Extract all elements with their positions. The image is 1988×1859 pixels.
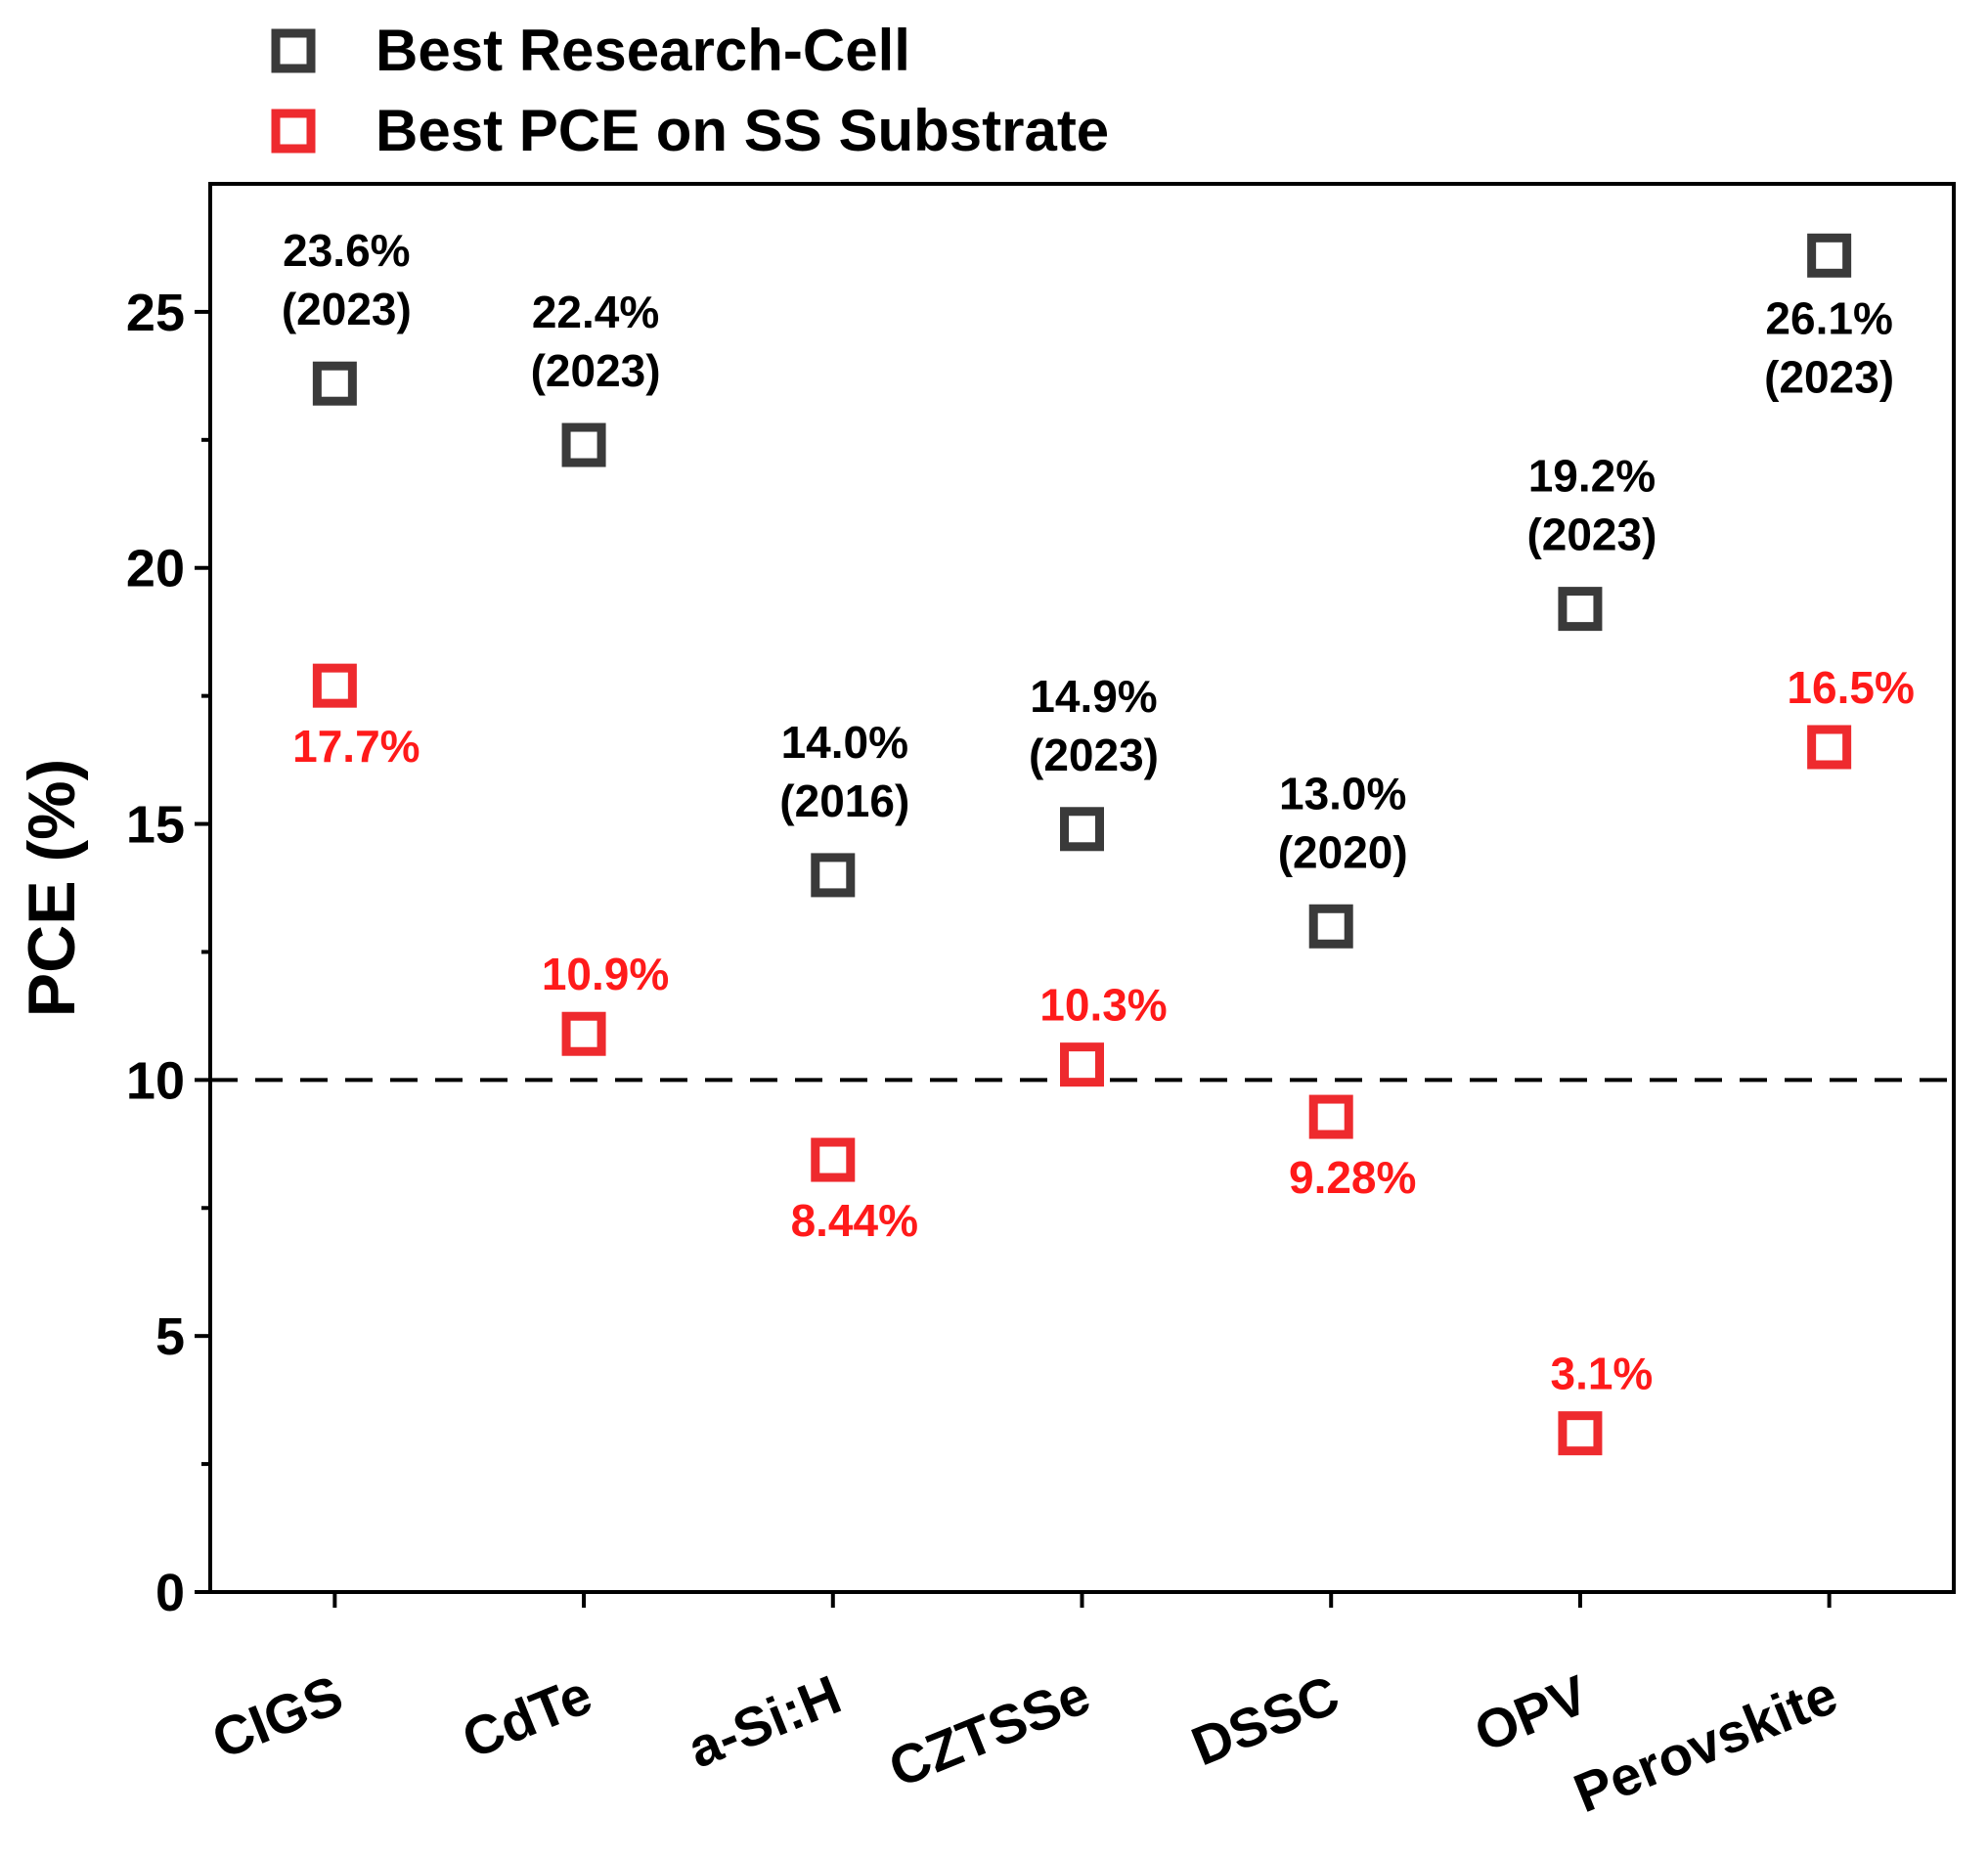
data-label-value: 8.44% — [791, 1195, 918, 1246]
y-tick-label: 25 — [126, 284, 185, 342]
data-label-year: (2023) — [1029, 730, 1159, 780]
marker-s0-1 — [561, 422, 606, 467]
data-label-value: 26.1% — [1765, 292, 1892, 343]
marker-s1-2 — [811, 1137, 856, 1182]
plot-frame — [208, 182, 1956, 1594]
legend-label-0: Best Research-Cell — [376, 18, 910, 83]
y-axis-label: PCE (%) — [15, 759, 89, 1017]
data-label-value: 19.2% — [1528, 451, 1656, 502]
marker-s1-5 — [1558, 1411, 1603, 1456]
legend-label-1: Best PCE on SS Substrate — [376, 98, 1109, 163]
data-label-value: 14.9% — [1030, 671, 1157, 722]
marker-s0-5 — [1558, 587, 1603, 632]
x-tick-label-dssc: DSSC — [1183, 1663, 1347, 1778]
marker-s1-1 — [561, 1011, 606, 1056]
marker-s1-0 — [312, 663, 357, 708]
marker-s0-2 — [811, 853, 856, 898]
data-label-value: 22.4% — [532, 287, 659, 337]
data-label-value: 13.0% — [1279, 768, 1406, 819]
data-label-year: (2016) — [779, 775, 909, 826]
marker-s1-3 — [1060, 1042, 1104, 1087]
x-tick-label-perovskite: Perovskite — [1566, 1663, 1845, 1825]
data-label-year: (2023) — [1764, 351, 1894, 402]
data-label-value: 14.0% — [781, 717, 908, 768]
data-label-year: (2020) — [1278, 826, 1408, 877]
marker-s1-4 — [1308, 1094, 1353, 1139]
marker-s0-0 — [312, 361, 357, 406]
data-label-year: (2023) — [1526, 509, 1657, 560]
y-tick-label: 5 — [155, 1307, 185, 1366]
data-label-value: 16.5% — [1787, 662, 1914, 713]
data-label-value: 3.1% — [1550, 1349, 1653, 1399]
data-label-value: 9.28% — [1289, 1152, 1416, 1203]
data-label-year: (2023) — [282, 284, 412, 334]
y-tick-label: 10 — [126, 1051, 185, 1110]
data-label-value: 23.6% — [283, 225, 410, 276]
data-label-value: 10.3% — [1039, 980, 1167, 1031]
legend-marker-0 — [271, 28, 316, 73]
marker-s0-6 — [1807, 233, 1852, 278]
legend-marker-1 — [271, 109, 316, 154]
y-tick-label: 15 — [126, 796, 185, 855]
x-tick-label-cigs: CIGS — [203, 1663, 351, 1771]
marker-s0-3 — [1060, 807, 1104, 852]
y-tick-label: 20 — [126, 540, 185, 598]
y-tick-label: 0 — [155, 1564, 185, 1622]
x-tick-label-cdte: CdTe — [454, 1663, 600, 1770]
marker-s0-4 — [1308, 904, 1353, 949]
data-label-value: 17.7% — [292, 721, 420, 772]
marker-s1-6 — [1807, 725, 1852, 770]
data-label-value: 10.9% — [542, 949, 669, 999]
x-tick-label-cztsse: CZTSSe — [880, 1663, 1098, 1799]
data-label-year: (2023) — [531, 345, 661, 396]
x-tick-label-a-si-h: a-Si:H — [680, 1663, 850, 1780]
x-tick-label-opv: OPV — [1466, 1663, 1596, 1764]
